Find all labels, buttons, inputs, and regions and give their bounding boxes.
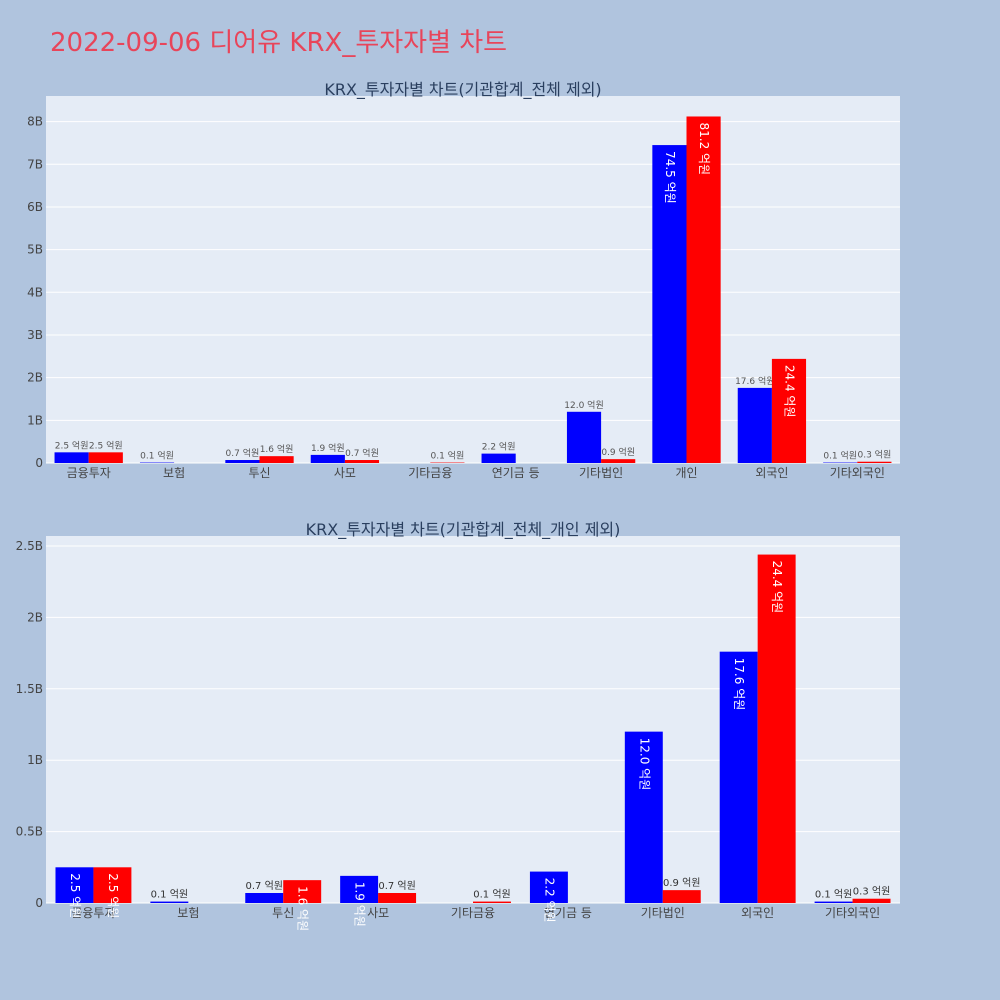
bar: [814, 901, 853, 903]
data-label: 17.6 억원: [732, 658, 746, 711]
data-label: 0.9 억원: [601, 446, 635, 458]
bar: [378, 893, 417, 903]
data-label: 0.3 억원: [858, 449, 892, 461]
bar: [566, 411, 602, 463]
bar: [652, 145, 687, 464]
chart-title-1: KRX_투자자별 차트(기관합계_전체 제외): [324, 80, 601, 100]
data-label: 2.5 억원: [89, 439, 123, 451]
data-label: 2.5 억원: [55, 439, 89, 451]
x-tick-label: 보험: [177, 906, 199, 920]
chart-title-2: KRX_투자자별 차트(기관합계_전체_개인 제외): [306, 520, 621, 540]
bar: [259, 456, 294, 463]
data-label: 0.7 억원: [226, 447, 260, 459]
x-tick-label: 사모: [367, 906, 389, 920]
x-tick-label: 연기금 등: [492, 466, 540, 480]
bar: [757, 554, 796, 903]
y-tick-label: 1.5B: [16, 682, 43, 696]
x-tick-label: 투신: [272, 906, 294, 920]
data-label: 1.6 억원: [296, 886, 310, 931]
x-tick-label: 외국인: [741, 906, 774, 920]
data-label: 12.0 억원: [637, 738, 651, 791]
bar: [737, 387, 772, 463]
y-tick-label: 5B: [27, 243, 43, 257]
page-title: 2022-09-06 디어유 KRX_투자자별 차트: [50, 28, 508, 58]
bar: [686, 116, 721, 464]
bar: [310, 454, 345, 463]
bar: [88, 452, 123, 463]
data-label: 17.6 억원: [735, 375, 774, 387]
data-label: 2.2 억원: [542, 878, 556, 923]
y-tick-label: 0.5B: [16, 825, 43, 839]
bar: [601, 459, 636, 463]
data-label: 0.1 억원: [823, 450, 857, 462]
data-label: 0.1 억원: [151, 889, 188, 901]
y-tick-label: 2.5B: [16, 539, 43, 553]
y-tick-label: 2B: [27, 610, 43, 624]
data-label: 2.2 억원: [482, 441, 516, 453]
x-tick-label: 투신: [248, 466, 270, 480]
y-tick-label: 1B: [27, 753, 43, 767]
x-tick-label: 연기금 등: [544, 906, 592, 920]
data-label: 12.0 억원: [564, 399, 603, 411]
data-label: 0.1 억원: [473, 889, 510, 901]
bar: [662, 890, 701, 903]
bar: [93, 867, 132, 903]
data-label: 24.4 억원: [782, 365, 796, 418]
bar: [719, 651, 758, 903]
y-tick-label: 0: [35, 456, 43, 470]
y-tick-label: 8B: [27, 115, 43, 129]
x-tick-label: 개인: [675, 466, 697, 480]
x-tick-label: 사모: [334, 466, 356, 480]
bar: [852, 898, 891, 903]
y-tick-label: 2B: [27, 371, 43, 385]
bar: [340, 875, 379, 903]
bar: [283, 880, 322, 903]
data-label: 74.5 억원: [663, 151, 677, 204]
data-label: 0.1 억원: [815, 889, 852, 901]
data-label: 2.5 억원: [68, 873, 82, 918]
bar: [344, 460, 380, 463]
bar: [55, 867, 94, 903]
data-label: 1.6 억원: [260, 443, 294, 455]
data-label: 0.1 억원: [431, 450, 465, 462]
y-tick-label: 1B: [27, 413, 43, 427]
data-label: 0.1 억원: [140, 450, 174, 462]
bar: [857, 461, 892, 463]
x-tick-label: 기타외국인: [825, 906, 880, 920]
x-tick-label: 금융투자: [71, 906, 115, 920]
bar: [245, 893, 284, 903]
data-label: 81.2 억원: [697, 122, 711, 175]
x-tick-label: 기타금융: [408, 466, 452, 480]
x-tick-label: 금융투자: [67, 466, 111, 480]
data-label: 0.9 억원: [663, 877, 700, 889]
y-tick-label: 7B: [27, 157, 43, 171]
y-tick-label: 0: [35, 896, 43, 910]
data-label: 0.7 억원: [246, 880, 283, 892]
data-label: 24.4 억원: [770, 561, 784, 614]
y-tick-label: 6B: [27, 200, 43, 214]
x-tick-label: 기타외국인: [830, 466, 885, 480]
data-label: 1.9 억원: [353, 882, 367, 927]
bar: [150, 901, 189, 903]
bar: [225, 460, 260, 463]
data-label: 0.7 억원: [378, 880, 415, 892]
x-tick-label: 기타법인: [641, 906, 685, 920]
bar: [529, 871, 568, 903]
y-tick-label: 3B: [27, 328, 43, 342]
y-tick-label: 4B: [27, 285, 43, 299]
bar: [771, 358, 807, 463]
bar: [54, 452, 89, 463]
bar: [473, 901, 511, 903]
bar: [481, 453, 516, 463]
x-tick-label: 기타법인: [579, 466, 623, 480]
x-tick-label: 외국인: [755, 466, 788, 480]
data-label: 0.3 억원: [853, 886, 890, 898]
bar: [624, 731, 663, 903]
data-label: 2.5 억원: [106, 873, 120, 918]
data-label: 0.7 억원: [345, 447, 379, 459]
x-tick-label: 기타금융: [451, 906, 495, 920]
x-tick-label: 보험: [163, 466, 185, 480]
data-label: 1.9 억원: [311, 442, 345, 454]
